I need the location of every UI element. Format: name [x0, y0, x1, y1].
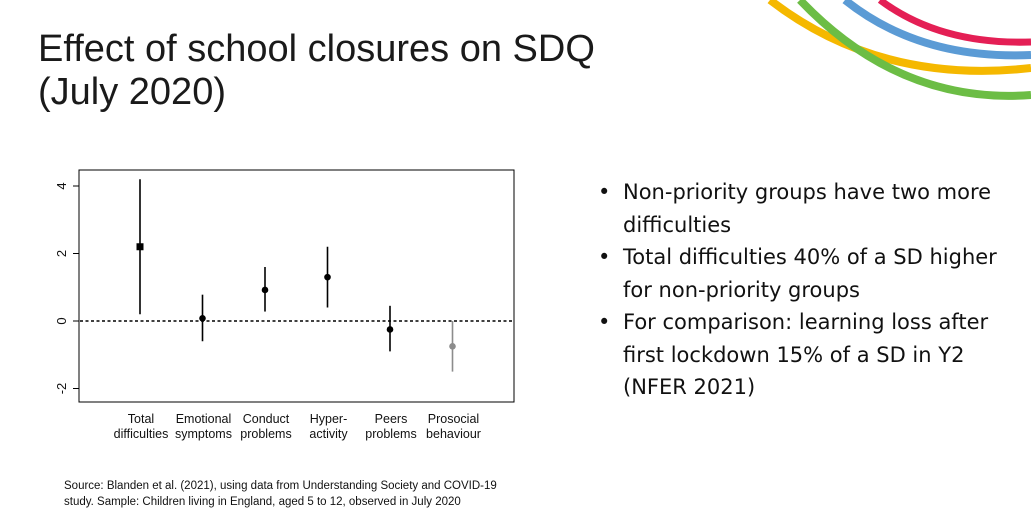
source-line-2: study. Sample: Children living in Englan…	[64, 496, 461, 508]
arc-red	[877, 0, 1031, 46]
source-note: Source: Blanden et al. (2021), using dat…	[64, 478, 564, 510]
category-label: symptoms	[175, 427, 232, 441]
arc-green	[797, 0, 1031, 100]
category-label: Emotional	[176, 412, 232, 426]
estimate-point	[386, 326, 394, 333]
category-label: problems	[365, 427, 416, 441]
bullet-item: Total difficulties 40% of a SD higher fo…	[598, 241, 1018, 306]
arc-blue	[842, 0, 1031, 60]
data-marks	[136, 179, 456, 372]
estimate-point	[261, 286, 269, 294]
estimate-point	[199, 315, 206, 322]
y-tick-label: 4	[54, 182, 69, 189]
category-label: problems	[240, 427, 291, 441]
estimate-point	[136, 243, 144, 251]
y-axis: -2 0 2 4	[54, 182, 79, 394]
bullet-item: For comparison: learning loss after firs…	[598, 306, 1018, 404]
slide-title-line-1: Effect of school closures on SDQ	[38, 28, 595, 70]
bullet-item: Non-priority groups have two more diffic…	[598, 176, 1018, 241]
category-label: Peers	[375, 412, 408, 426]
slide-title-line-2: (July 2020)	[38, 71, 226, 113]
bullet-list: Non-priority groups have two more diffic…	[598, 176, 1018, 404]
category-label: Hyper-	[310, 412, 348, 426]
estimate-point	[449, 343, 456, 350]
y-tick-label: -2	[54, 383, 69, 395]
plot-frame	[78, 169, 515, 403]
category-label: behaviour	[426, 427, 481, 441]
category-label: Conduct	[243, 412, 290, 426]
category-label: Total	[128, 412, 154, 426]
estimate-point	[324, 273, 331, 281]
arc-yellow	[767, 0, 1031, 75]
y-tick-label: 0	[54, 317, 69, 324]
y-tick-label: 2	[54, 250, 69, 257]
slide-title: Effect of school closures on SDQ (July 2…	[38, 28, 595, 114]
category-label: activity	[309, 427, 348, 441]
category-label: Prosocial	[428, 412, 479, 426]
category-label: difficulties	[114, 427, 169, 441]
source-line-1: Source: Blanden et al. (2021), using dat…	[64, 480, 497, 492]
